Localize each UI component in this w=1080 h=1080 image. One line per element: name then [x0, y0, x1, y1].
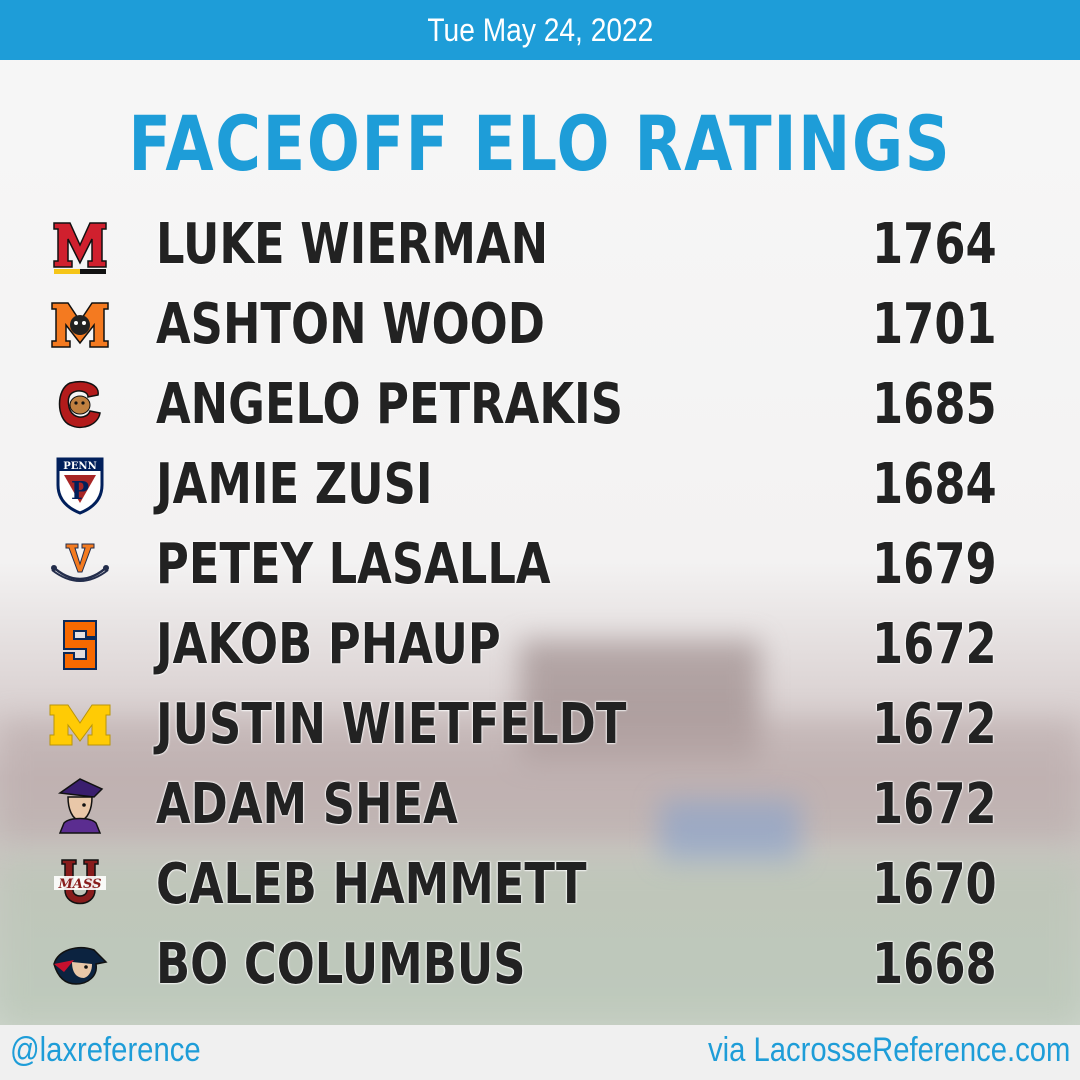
- ranking-row: PENN P JAMIE ZUSI 1684: [0, 445, 1080, 525]
- player-rating: 1701: [872, 292, 997, 357]
- penn-shield-logo-icon: PENN P: [48, 455, 112, 515]
- player-rating: 1668: [872, 932, 997, 997]
- player-rating: 1672: [872, 612, 997, 677]
- penn-logo-text: PENN: [63, 461, 96, 472]
- footer-handle[interactable]: @laxreference: [10, 1031, 201, 1069]
- player-name: JAKOB PHAUP: [156, 612, 501, 677]
- ranking-row: ASHTON WOOD 1701: [0, 285, 1080, 365]
- ranking-row: ANGELO PETRAKIS 1685: [0, 365, 1080, 445]
- patriot-head-logo-icon: [48, 935, 112, 995]
- player-rating: 1672: [872, 772, 997, 837]
- ranking-row: JUSTIN WIETFELDT 1672: [0, 685, 1080, 765]
- ranking-row: PETEY LASALLA 1679: [0, 525, 1080, 605]
- colonial-patriot-logo-icon: [48, 775, 112, 835]
- ranking-row: JAKOB PHAUP 1672: [0, 605, 1080, 685]
- player-name: JAMIE ZUSI: [156, 452, 433, 517]
- footer-source-link[interactable]: via LacrosseReference.com: [707, 1031, 1070, 1069]
- player-name: LUKE WIERMAN: [156, 212, 549, 277]
- footer-bar: @laxreference via LacrosseReference.com: [0, 1025, 1080, 1080]
- player-rating: 1684: [872, 452, 997, 517]
- player-rating: 1764: [872, 212, 997, 277]
- player-name: ASHTON WOOD: [156, 292, 545, 357]
- player-name: ANGELO PETRAKIS: [156, 372, 623, 437]
- player-rating: 1685: [872, 372, 997, 437]
- player-name: PETEY LASALLA: [156, 532, 551, 597]
- date-header: Tue May 24, 2022: [0, 0, 1080, 60]
- ranking-row: BO COLUMBUS 1668: [0, 925, 1080, 1005]
- player-name: BO COLUMBUS: [156, 932, 526, 997]
- ranking-row: MASS CALEB HAMMETT 1670: [0, 845, 1080, 925]
- header-date: Tue May 24, 2022: [427, 11, 653, 48]
- player-rating: 1672: [872, 692, 997, 757]
- bg-crowd: [0, 720, 1080, 840]
- player-name: ADAM SHEA: [156, 772, 458, 837]
- umass-logo-icon: MASS: [48, 855, 112, 915]
- umass-logo-text: MASS: [58, 877, 102, 892]
- maryland-m-logo-icon: [48, 215, 112, 275]
- player-name: JUSTIN WIETFELDT: [156, 692, 627, 757]
- cornell-bear-logo-icon: [48, 375, 112, 435]
- player-name: CALEB HAMMETT: [156, 852, 587, 917]
- player-rating: 1679: [872, 532, 997, 597]
- svg-text:P: P: [71, 476, 89, 505]
- title-text: FACEOFF ELO RATINGS: [128, 99, 952, 188]
- virginia-v-sabres-logo-icon: [48, 535, 112, 595]
- bg-field: [0, 860, 1080, 1030]
- player-rating: 1670: [872, 852, 997, 917]
- michigan-m-logo-icon: [48, 695, 112, 755]
- mercer-m-bear-logo-icon: [48, 295, 112, 355]
- ranking-row: LUKE WIERMAN 1764: [0, 205, 1080, 285]
- page-title: FACEOFF ELO RATINGS: [0, 100, 1080, 188]
- ranking-row: ADAM SHEA 1672: [0, 765, 1080, 845]
- bg-players: [660, 800, 800, 860]
- syracuse-s-logo-icon: [48, 615, 112, 675]
